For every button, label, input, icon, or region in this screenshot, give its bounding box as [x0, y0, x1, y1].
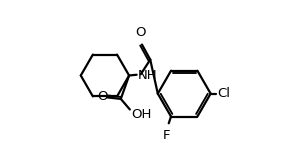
Text: Cl: Cl — [217, 87, 230, 100]
Text: O: O — [98, 90, 108, 103]
Text: OH: OH — [131, 108, 152, 121]
Text: NH: NH — [138, 69, 157, 82]
Text: F: F — [163, 129, 171, 142]
Text: O: O — [136, 26, 146, 39]
